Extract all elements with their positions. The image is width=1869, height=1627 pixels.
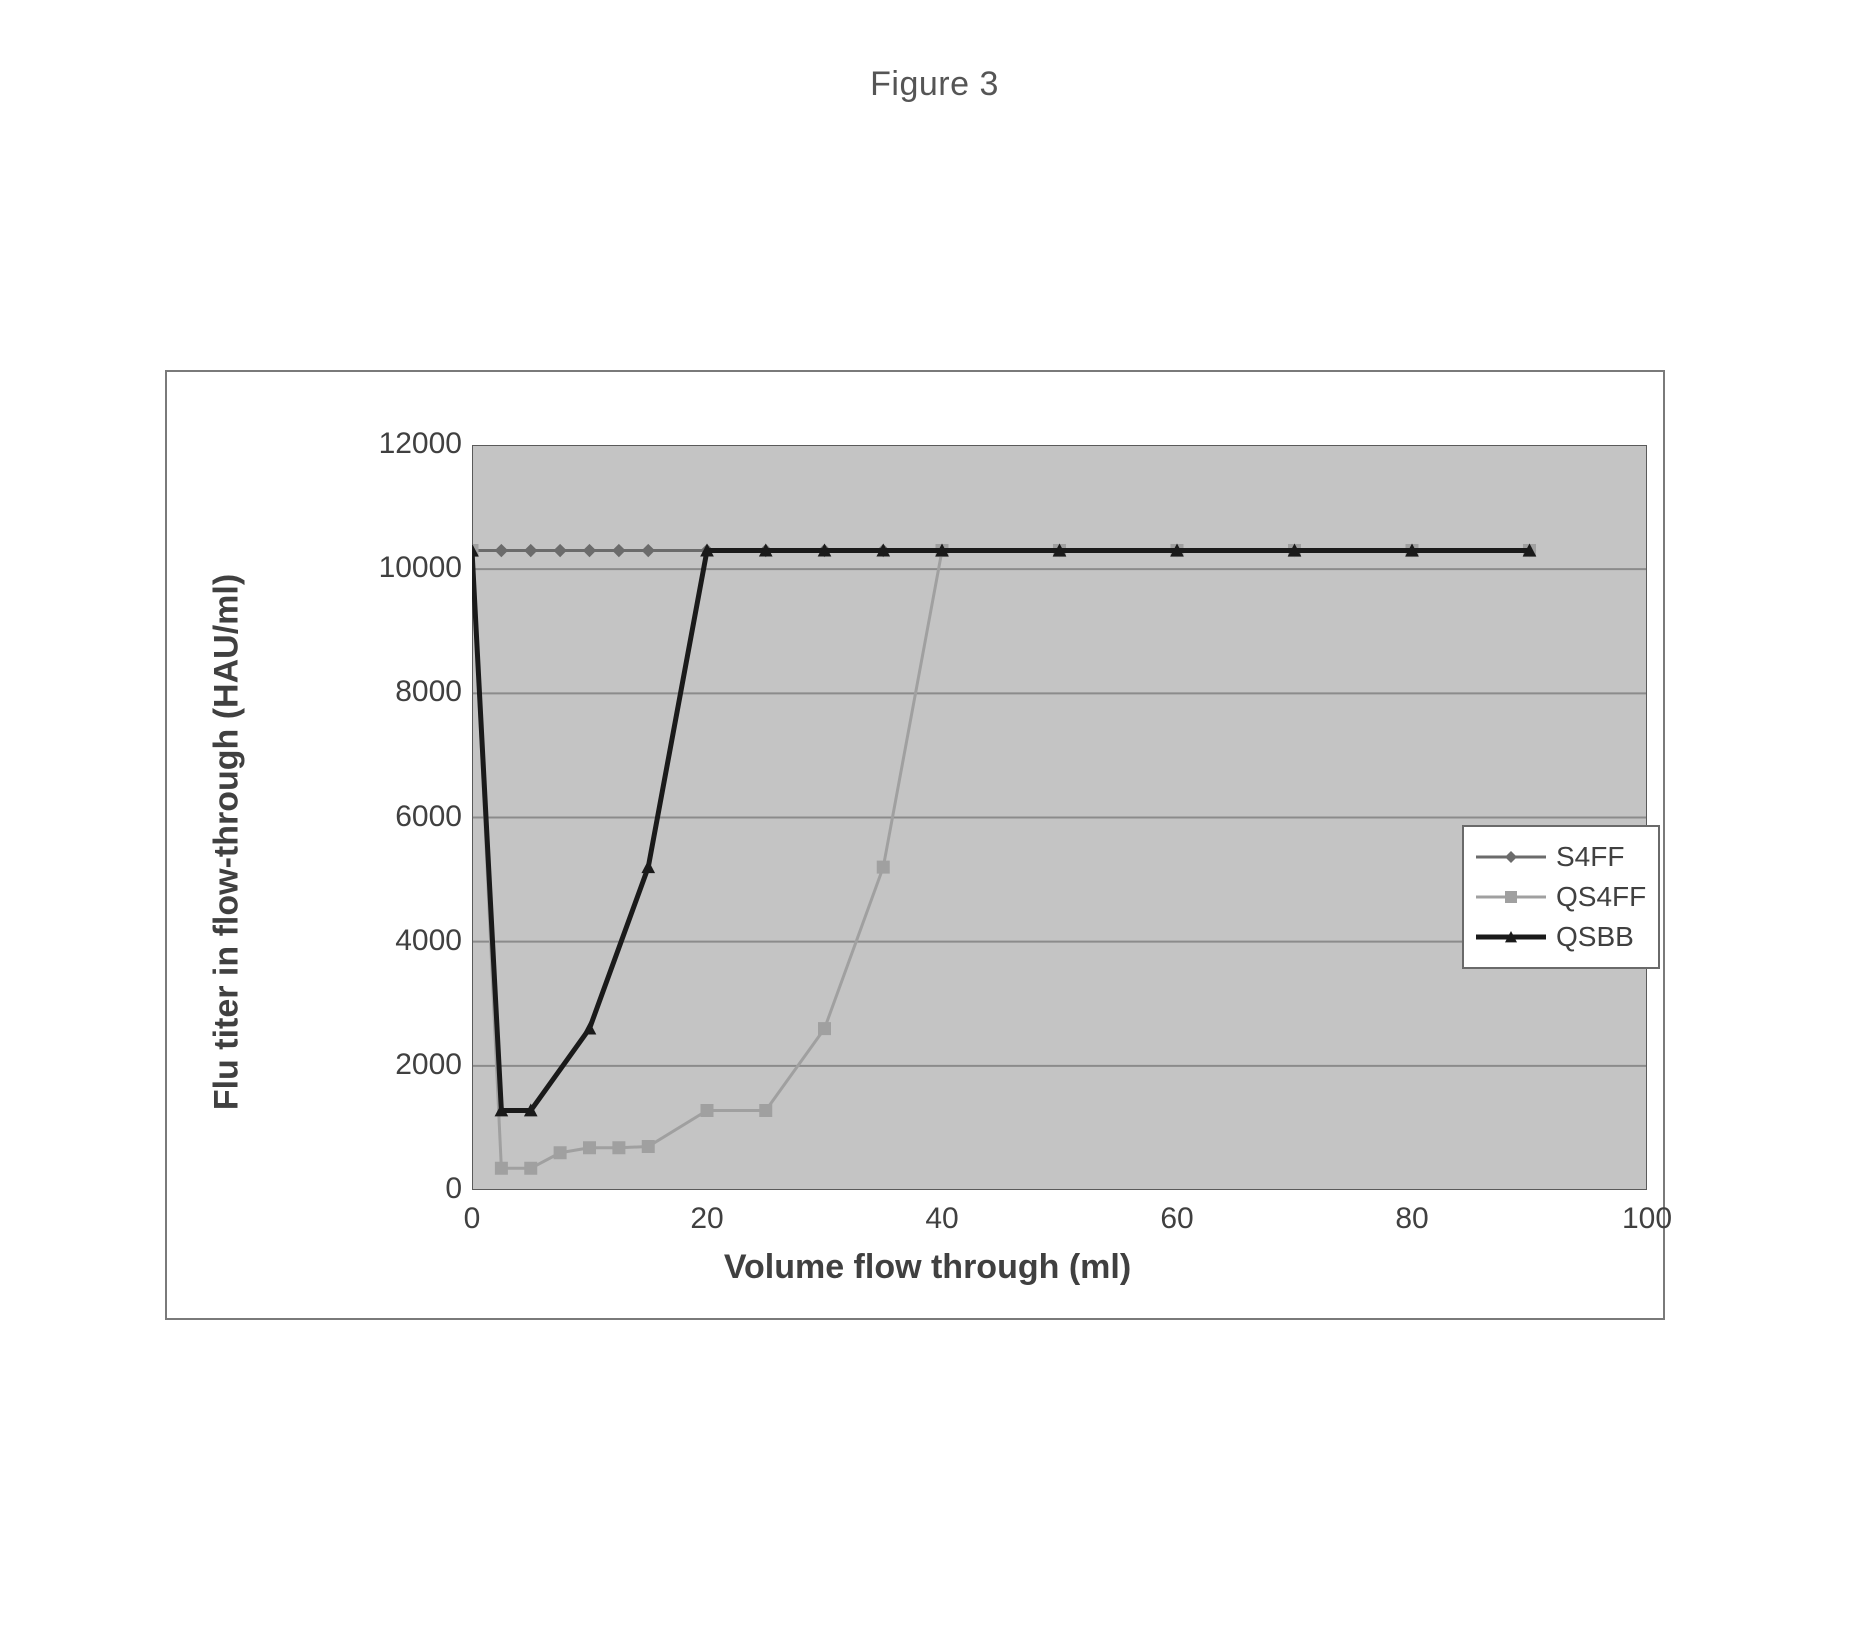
legend-item: QS4FF — [1476, 877, 1646, 917]
page: Figure 3 Flu titer in flow-through (HAU/… — [0, 0, 1869, 1627]
legend-label: S4FF — [1556, 841, 1624, 873]
x-tick-label: 40 — [912, 1202, 972, 1236]
y-tick-label: 0 — [362, 1172, 462, 1206]
legend-swatch — [1476, 883, 1546, 911]
legend-label: QS4FF — [1556, 881, 1646, 913]
legend-label: QSBB — [1556, 921, 1634, 953]
legend: S4FF QS4FF QSBB — [1462, 825, 1660, 969]
figure-caption: Figure 3 — [0, 65, 1869, 104]
x-tick-label: 60 — [1147, 1202, 1207, 1236]
x-tick-label: 80 — [1382, 1202, 1442, 1236]
y-tick-label: 6000 — [362, 800, 462, 834]
legend-item: QSBB — [1476, 917, 1646, 957]
x-tick-label: 20 — [677, 1202, 737, 1236]
plot-area: S4FF QS4FF QSBB — [472, 445, 1647, 1190]
x-tick-label: 0 — [442, 1202, 502, 1236]
y-tick-label: 4000 — [362, 924, 462, 958]
y-tick-label: 8000 — [362, 675, 462, 709]
y-tick-label: 10000 — [362, 551, 462, 585]
x-tick-label: 100 — [1617, 1202, 1677, 1236]
chart-wrap: Flu titer in flow-through (HAU/ml) Volum… — [227, 400, 1628, 1283]
chart-frame: Flu titer in flow-through (HAU/ml) Volum… — [165, 370, 1665, 1320]
plot-svg — [472, 445, 1647, 1190]
legend-swatch — [1476, 923, 1546, 951]
y-axis-label: Flu titer in flow-through (HAU/ml) — [208, 573, 247, 1109]
legend-swatch — [1476, 843, 1546, 871]
y-tick-label: 2000 — [362, 1048, 462, 1082]
legend-item: S4FF — [1476, 837, 1646, 877]
x-axis-label: Volume flow through (ml) — [227, 1248, 1628, 1287]
y-tick-label: 12000 — [362, 427, 462, 461]
